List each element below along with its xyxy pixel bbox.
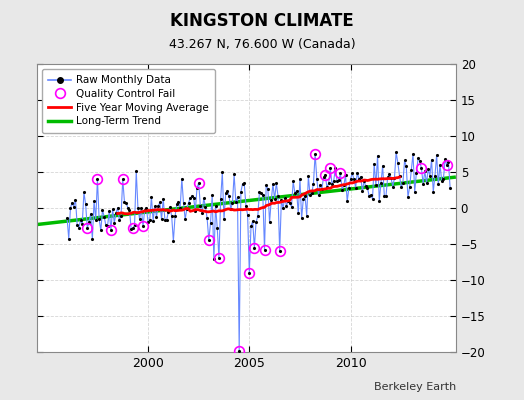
Text: Berkeley Earth: Berkeley Earth [374, 382, 456, 392]
Text: KINGSTON CLIMATE: KINGSTON CLIMATE [170, 12, 354, 30]
Text: 43.267 N, 76.600 W (Canada): 43.267 N, 76.600 W (Canada) [169, 38, 355, 51]
Legend: Raw Monthly Data, Quality Control Fail, Five Year Moving Average, Long-Term Tren: Raw Monthly Data, Quality Control Fail, … [42, 69, 215, 133]
